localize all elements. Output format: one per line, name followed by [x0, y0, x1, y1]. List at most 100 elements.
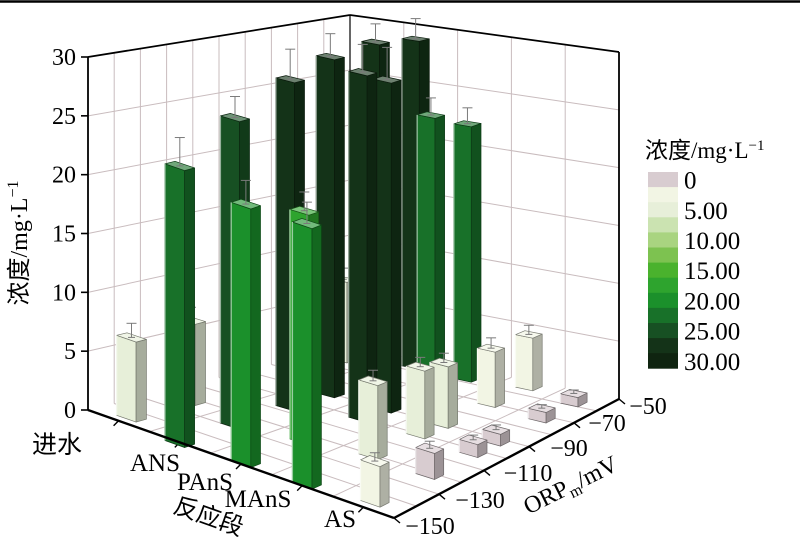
bar-face-right	[532, 333, 543, 392]
orp-axis-tick-label: −70	[588, 411, 626, 437]
orp-axis-tick-label: −90	[550, 436, 588, 462]
grid-right-h	[349, 69, 620, 111]
stage-axis-label: PAnS	[177, 469, 233, 496]
bar-face-right	[250, 205, 261, 468]
legend-swatch	[648, 338, 678, 354]
legend-label: 5.00	[684, 198, 728, 225]
stage-axis-label: ANS	[130, 450, 180, 477]
stage-axis-label: MAnS	[225, 486, 292, 513]
orp-axis-tick-label: −50	[629, 394, 667, 420]
y-axis-tick-label: 30	[52, 45, 76, 71]
bar-3d-PAnS	[348, 43, 378, 423]
legend-label: 30.00	[684, 349, 740, 376]
bar-face-left	[515, 334, 534, 392]
orp-tick	[438, 493, 446, 500]
bar-3d-PAnS	[372, 46, 402, 414]
bar-face-right	[135, 339, 147, 423]
bar-3d-MAnS	[358, 369, 388, 461]
legend-label: 20.00	[684, 288, 740, 315]
bar-face-right	[377, 381, 388, 461]
bar-face-right	[494, 347, 505, 408]
legend-swatch	[648, 217, 678, 233]
legend-swatch	[648, 187, 678, 203]
orp-axis-tick-label: −130	[455, 488, 505, 514]
legend-swatch	[648, 292, 678, 309]
bar-face-left	[358, 379, 379, 461]
legend-label: 25.00	[684, 319, 740, 346]
legend-swatch	[648, 247, 678, 263]
y-axis-tick-label: 5	[64, 339, 76, 365]
stage-axis-label: 进水	[32, 431, 82, 459]
bar-face-left	[416, 114, 436, 397]
bar-3d-AS	[481, 424, 511, 447]
orp-axis-tick-label: −110	[504, 461, 553, 487]
legend: 浓度/mg·L−1 0 5.00 10.00 15.00 20.00 25.00 30.00	[645, 138, 764, 376]
bar-face-right	[434, 114, 445, 397]
legend-swatch	[648, 232, 678, 248]
edge-stage-axis	[87, 408, 395, 520]
y-axis-tick-label: 0	[64, 398, 76, 424]
bar-3d-MAnS	[476, 337, 505, 408]
y-axis-tick-label: 10	[52, 280, 76, 306]
bar-face-right	[334, 56, 345, 399]
legend-swatch	[648, 323, 678, 339]
bar-face-right	[434, 448, 445, 480]
orp-tick	[618, 398, 626, 405]
bar-3d-PAnS	[453, 107, 482, 383]
legend-label: 15.00	[684, 258, 740, 285]
edge-top-right	[349, 14, 620, 53]
bar-face-left	[453, 123, 472, 383]
bar-face-left	[348, 71, 368, 423]
edge-orp-axis	[393, 397, 620, 520]
bar-3d-PAnS	[230, 179, 261, 468]
stage-axis-label: AS	[324, 506, 356, 533]
bar-face-left	[477, 347, 496, 408]
bar-face-left	[360, 459, 381, 508]
orp-tick	[393, 517, 401, 524]
bar-face-right	[424, 366, 435, 440]
bar-face-left	[292, 221, 313, 490]
bar-face-left	[164, 163, 185, 448]
bar-3d-AS	[527, 403, 556, 424]
orp-axis-tick-label: −150	[405, 514, 455, 540]
bar-face-right	[470, 123, 482, 383]
bar-face-left	[116, 334, 137, 423]
bar-3d-PAnS	[416, 97, 445, 397]
bar-3d-AS	[359, 452, 390, 508]
bar-3d-进水	[115, 322, 147, 423]
y-axis-tick-label: 20	[52, 163, 76, 189]
bar-3d-AS	[415, 440, 445, 480]
bar-3d-MAnS	[405, 356, 435, 440]
y-axis-title-base: 浓度/mg·L	[6, 198, 33, 306]
legend-label: 0	[684, 168, 697, 195]
bar-face-left	[230, 201, 252, 468]
axis-ticks	[81, 56, 626, 524]
orp-tick	[528, 446, 536, 453]
bar-face-right	[390, 79, 402, 414]
legend-swatch	[648, 277, 678, 294]
bar-face-right	[194, 321, 206, 406]
bar-face-right	[447, 362, 458, 429]
legend-title-sup: −1	[749, 138, 765, 154]
bar-3d-MAnS	[291, 201, 322, 490]
y-axis-title-sup: −1	[5, 180, 22, 197]
bar-3d-ANS	[164, 137, 195, 448]
bar-face-right	[184, 167, 195, 448]
legend-swatch	[648, 307, 678, 324]
legend-swatch	[648, 202, 678, 218]
legend-title: 浓度/mg·L−1	[645, 138, 764, 163]
orp-tick	[573, 422, 581, 429]
bar-3d-MAnS	[514, 324, 543, 392]
legend-swatch	[648, 353, 678, 369]
y-axis-title: 浓度/mg·L−1	[5, 180, 33, 305]
orp-tick	[483, 469, 491, 476]
legend-swatch	[648, 262, 678, 279]
edge-top-left	[87, 14, 351, 58]
bar-face-left	[405, 365, 426, 440]
legend-swatch	[648, 172, 678, 188]
bar-3d-AS	[458, 434, 488, 458]
legend-label: 10.00	[684, 228, 740, 255]
